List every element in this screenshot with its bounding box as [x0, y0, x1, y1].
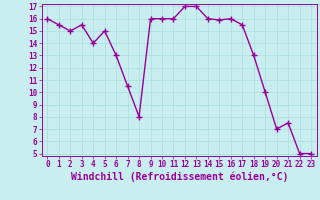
X-axis label: Windchill (Refroidissement éolien,°C): Windchill (Refroidissement éolien,°C) — [70, 172, 288, 182]
